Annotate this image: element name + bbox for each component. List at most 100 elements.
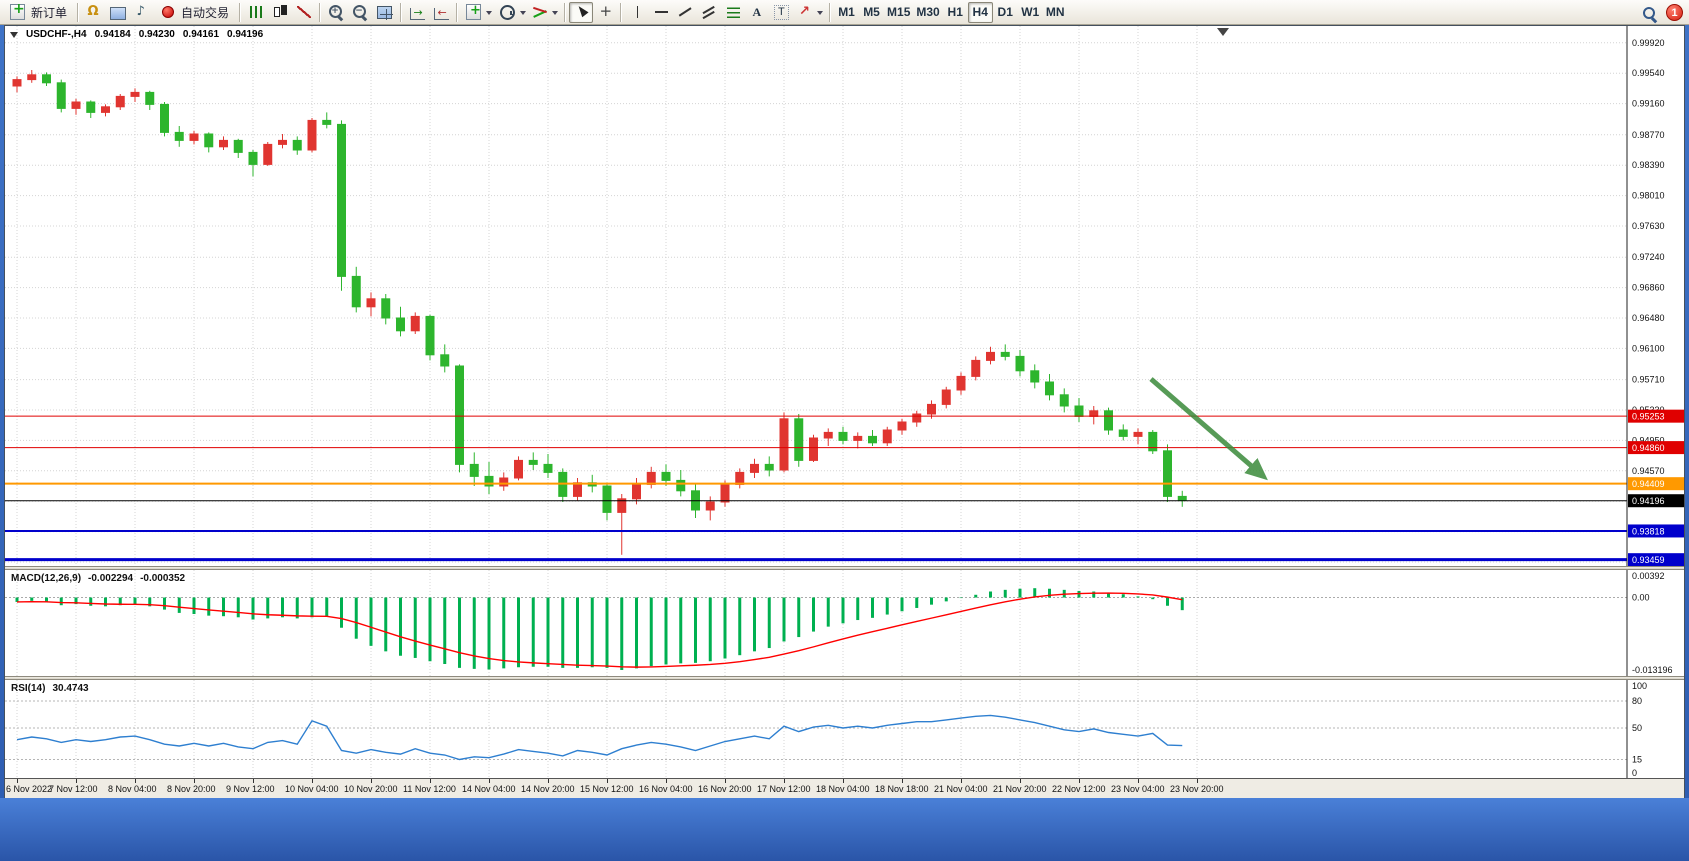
macd-histogram (15, 588, 1184, 671)
chart-shift-marker (1217, 28, 1229, 36)
timeframe-m15-button[interactable]: M15 (884, 2, 913, 23)
autotrading-button-label: 自动交易 (181, 5, 230, 20)
svg-text:0.93818: 0.93818 (1632, 526, 1665, 536)
tile-windows-button[interactable] (372, 2, 397, 23)
timeframe-m30-button[interactable]: M30 (913, 2, 942, 23)
time-label: 23 Nov 04:00 (1111, 784, 1165, 794)
vertical-line-tool-button[interactable] (625, 2, 649, 23)
sounds-button[interactable] (130, 2, 154, 23)
text-tool-button[interactable] (745, 2, 769, 23)
candlestick-chart-button[interactable] (268, 2, 292, 23)
arrows-tool-button[interactable] (794, 2, 826, 23)
macd-panel-canvas[interactable]: 0.00392 0.00 -0.013196 (5, 570, 1684, 676)
data-window-button[interactable] (106, 2, 130, 23)
toolbar-separator (620, 2, 623, 22)
macd-label: MACD(12,26,9) (11, 573, 82, 584)
svg-text:0.96480: 0.96480 (1632, 313, 1665, 323)
text-label-tool-button[interactable] (769, 2, 794, 23)
time-axis[interactable]: 6 Nov 2022 7 Nov 12:00 8 Nov 04:00 8 Nov 20… (5, 778, 1684, 798)
svg-text:0.94950: 0.94950 (1632, 435, 1665, 445)
dropdown-arrow-icon[interactable] (486, 10, 493, 18)
main-grid (5, 26, 1627, 566)
time-label: 7 Nov 12:00 (49, 784, 98, 794)
macd-grid (5, 570, 1627, 676)
line-chart-button[interactable] (292, 2, 316, 23)
svg-text:15: 15 (1632, 755, 1642, 765)
timeframe-w1-button[interactable]: W1 (1018, 2, 1043, 23)
toolbar-separator (400, 2, 403, 22)
fibonacci-tool-button[interactable] (721, 2, 745, 23)
fibo-icon (726, 6, 740, 18)
dropdown-arrow-icon[interactable] (520, 10, 527, 18)
dropdown-arrow-icon[interactable] (552, 10, 559, 18)
time-label: 16 Nov 20:00 (698, 784, 752, 794)
svg-text:0.94409: 0.94409 (1632, 479, 1665, 489)
svg-text:0.99540: 0.99540 (1632, 68, 1665, 78)
new-chart-button[interactable] (461, 2, 495, 23)
macd-signal-value: -0.000352 (140, 573, 186, 584)
window-bottom-border (0, 798, 1689, 861)
channel-icon (701, 4, 718, 20)
cursor-tool-button[interactable] (569, 1, 594, 23)
time-label: 15 Nov 12:00 (580, 784, 634, 794)
trendline-tool-button[interactable] (673, 2, 697, 23)
svg-text:-0.013196: -0.013196 (1632, 665, 1673, 675)
timeframe-h1-button[interactable]: H1 (943, 2, 968, 23)
auto-scroll-button[interactable] (405, 2, 429, 23)
time-tick (194, 779, 195, 783)
profiles-icon (86, 4, 103, 20)
svg-text:0.96860: 0.96860 (1632, 283, 1665, 293)
time-tick (17, 779, 18, 783)
zoom-in-button[interactable] (324, 2, 348, 23)
chart-shift-icon (433, 6, 449, 20)
channel-tool-button[interactable] (697, 2, 721, 23)
bar-chart-button[interactable] (244, 2, 268, 23)
horizontal-line-tool-button[interactable] (649, 2, 673, 23)
indicators-button[interactable] (529, 2, 561, 23)
timeframe-d1-button[interactable]: D1 (993, 2, 1018, 23)
magnifier-icon[interactable] (1641, 5, 1658, 21)
bars-icon (249, 6, 263, 18)
chart-shift-button[interactable] (429, 2, 453, 23)
svg-text:0.97630: 0.97630 (1632, 221, 1665, 231)
timeframe-mn-button[interactable]: MN (1043, 2, 1068, 23)
svg-text:0.94860: 0.94860 (1632, 443, 1665, 453)
svg-text:0.98390: 0.98390 (1632, 160, 1665, 170)
macd-panel-label: MACD(12,26,9) -0.002294 -0.000352 (11, 573, 185, 584)
rsi-panel-canvas[interactable]: 100 80 50 15 0 (5, 680, 1684, 778)
zoom-out-button[interactable] (348, 2, 372, 23)
panel-separator[interactable] (5, 676, 1684, 680)
panel-separator[interactable] (5, 566, 1684, 570)
svg-text:0.94196: 0.94196 (1632, 496, 1665, 506)
one-click-collapse-icon[interactable] (10, 31, 18, 38)
timeframe-w1-button-label: W1 (1021, 5, 1040, 19)
time-label: 11 Nov 12:00 (403, 784, 456, 794)
macd-signal-line (16, 592, 1183, 668)
dropdown-arrow-icon[interactable] (817, 10, 824, 18)
timeframe-h4-button[interactable]: H4 (967, 1, 993, 23)
rsi-panel-label: RSI(14) 30.4743 (11, 683, 89, 694)
crosshair-tool-button[interactable] (593, 2, 617, 23)
time-label: 8 Nov 04:00 (108, 784, 157, 794)
symbol-ohlc-bar: USDCHF-,H4 0.94184 0.94230 0.94161 0.941… (10, 29, 263, 40)
new-order-button[interactable]: 新订单 (3, 1, 74, 23)
profiles-button[interactable] (82, 2, 106, 23)
svg-text:0.98010: 0.98010 (1632, 191, 1665, 201)
timeframe-m1-button[interactable]: M1 (834, 2, 859, 23)
time-label: 14 Nov 04:00 (462, 784, 516, 794)
toolbar: 新订单 自动交易 M1 M5 M15 M30 H1 H4 D1 W1 MN (0, 0, 1689, 25)
svg-text:0.95710: 0.95710 (1632, 375, 1665, 385)
time-label: 17 Nov 12:00 (757, 784, 811, 794)
timeframe-m5-button[interactable]: M5 (859, 2, 884, 23)
tile-icon (377, 5, 394, 20)
svg-text:0.96100: 0.96100 (1632, 343, 1665, 353)
time-tick (902, 779, 903, 783)
periods-button[interactable] (495, 2, 529, 23)
time-tick (725, 779, 726, 783)
main-chart-canvas[interactable]: 0.99920 0.99540 0.99160 0.98770 0.98390 0.980… (5, 26, 1684, 566)
svg-text:0.97240: 0.97240 (1632, 252, 1665, 262)
notification-badge[interactable]: 1 (1666, 4, 1683, 21)
autotrading-button[interactable]: 自动交易 (154, 2, 236, 23)
svg-text:0.98770: 0.98770 (1632, 130, 1665, 140)
svg-text:0.99920: 0.99920 (1632, 38, 1665, 48)
